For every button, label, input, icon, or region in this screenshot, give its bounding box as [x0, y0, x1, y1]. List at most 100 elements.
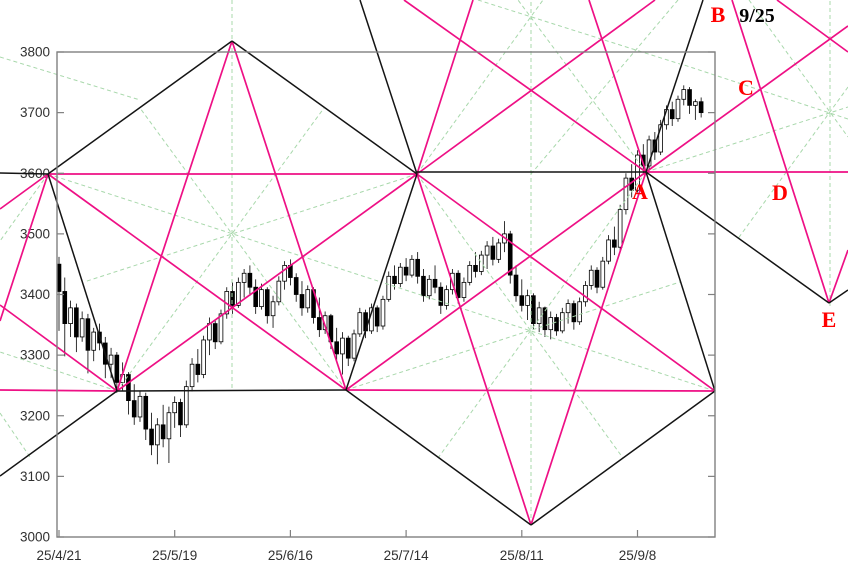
candle-body-down: [131, 400, 137, 418]
pentagram-diagonal-line: [416, 173, 716, 392]
candle-body-up: [386, 275, 392, 300]
candle-body-down: [415, 258, 420, 277]
candle-body-up: [496, 242, 501, 260]
y-axis-tick-label: 3800: [20, 45, 50, 60]
candle-body-up: [444, 289, 449, 306]
candle-body-up: [189, 363, 195, 388]
pivot-label-c: C: [738, 75, 754, 100]
candle-body-up: [155, 424, 160, 446]
candle-body-up: [461, 281, 467, 298]
pentagon-center-ray-line: [748, 0, 848, 138]
x-axis-tick-label: 25/8/11: [500, 548, 544, 563]
candle-body-down: [149, 428, 154, 446]
candle-body-down: [126, 374, 131, 401]
candle-body-down: [160, 424, 166, 440]
pentagon-edge-line: [359, 0, 418, 175]
pentagon-center-ray-line: [83, 173, 418, 283]
pentagon-edge-line: [0, 390, 118, 477]
candle-body-down: [531, 295, 536, 324]
x-axis-tick-label: 25/6/16: [268, 548, 313, 563]
pentagram-diagonal-line: [231, 40, 347, 391]
candle-body-down: [438, 286, 444, 306]
y-axis-tick-label: 3400: [20, 287, 50, 302]
y-axis-tick-label: 3100: [20, 469, 50, 484]
candle-body-up: [479, 254, 484, 272]
pentagram-diagonal-line: [0, 173, 49, 210]
candle-body-down: [195, 363, 201, 375]
pentagon-center-ray-line: [139, 107, 347, 391]
pentagon-center-ray-line: [416, 173, 624, 459]
pentagon-center-ray-line: [736, 86, 848, 241]
candle-body-down: [212, 323, 218, 343]
candle-body-up: [357, 312, 363, 335]
x-axis-tick-label: 25/9/8: [619, 548, 657, 563]
pentagram-diagonal-line: [0, 389, 118, 392]
x-axis-tick-label: 25/7/14: [384, 548, 430, 563]
pentagram-diagonal-line: [416, 173, 532, 526]
candle-body-up: [681, 89, 687, 100]
candle-body-up: [675, 98, 681, 120]
pivot-label-b: B: [711, 2, 726, 27]
y-axis-tick-label: 3300: [20, 348, 50, 363]
y-axis-tick-label: 3700: [20, 105, 50, 120]
candle-body-up: [218, 313, 224, 343]
candle-body-up: [282, 264, 287, 282]
forecast-date-label: 9/25: [739, 5, 775, 27]
candle-body-down: [299, 294, 305, 309]
candle-body-down: [432, 278, 438, 288]
candle-body-up: [91, 331, 97, 351]
pentagon-center-ray-line: [645, 106, 848, 173]
candle-body-up: [183, 386, 189, 426]
candle-body-up: [68, 307, 73, 324]
candle-body-down: [421, 275, 426, 297]
candle-body-up: [340, 337, 345, 355]
candle-body-down: [264, 289, 270, 317]
candle-body-down: [247, 272, 253, 288]
pentagram-diagonal-line: [0, 173, 49, 322]
candle-body-down: [513, 274, 519, 297]
candle-body-up: [241, 272, 247, 283]
candle-body-down: [253, 286, 258, 308]
pentagon-center-ray-line: [437, 171, 647, 459]
y-axis-tick-label: 3200: [20, 408, 50, 423]
candle-body-up: [305, 289, 311, 309]
candle-body-down: [230, 291, 235, 306]
candle-body-down: [403, 266, 409, 276]
candle-body-up: [583, 285, 588, 303]
pentagon-edge-line: [47, 40, 233, 175]
candle-body-up: [409, 258, 415, 276]
candle-body-down: [698, 101, 704, 114]
pivot-label-a: A: [632, 179, 648, 204]
y-axis-tick-label: 3000: [20, 530, 50, 545]
pentagram-diagonal-line: [645, 25, 848, 173]
candle-body-down: [62, 291, 68, 324]
pentagram-diagonal-line: [530, 171, 647, 526]
candle-body-up: [565, 303, 571, 314]
pentagon-edge-line: [645, 171, 830, 304]
pentagon-center-ray-line: [416, 0, 544, 175]
candle-body-up: [166, 412, 172, 440]
candle-body-up: [276, 280, 282, 303]
candle-body-down: [334, 341, 339, 355]
candle-body-down: [374, 307, 380, 327]
pentagon-edge-line: [345, 173, 418, 391]
candle-body-up: [693, 101, 698, 106]
candle-body-up: [380, 298, 386, 327]
pentagram-diagonal-line: [588, 0, 647, 173]
pentagon-center-ray-line: [345, 281, 681, 391]
candle-body-up: [646, 139, 652, 167]
pentagon-center-ray-line: [477, 0, 681, 65]
candle-body-up: [137, 395, 143, 418]
pentagon-center-ray-line: [380, 281, 716, 392]
pentagon-center-ray-line: [116, 107, 325, 392]
candle-body-up: [79, 318, 85, 338]
candle-body-down: [74, 307, 79, 338]
candle-body-up: [426, 278, 432, 297]
pentagram-diagonal-line: [731, 0, 830, 304]
candle-body-up: [351, 333, 357, 359]
candle-body-up: [658, 124, 663, 153]
pentagram-diagonal-line: [47, 173, 347, 391]
candle-body-up: [617, 209, 623, 248]
pentagon-center-ray-line: [47, 173, 382, 283]
